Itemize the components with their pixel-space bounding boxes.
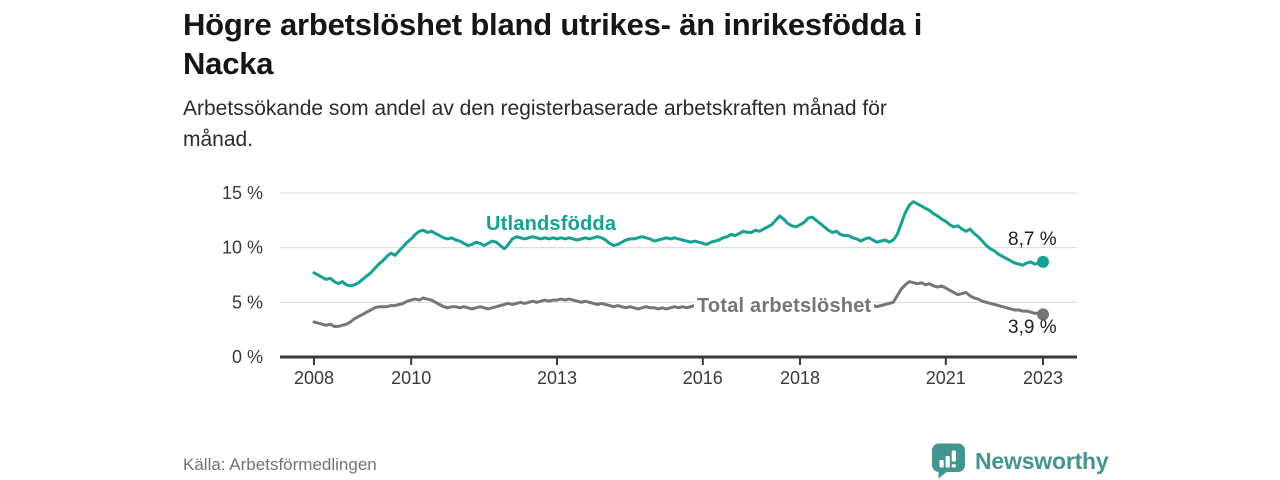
x-tick-label: 2010 xyxy=(391,368,431,388)
newsworthy-icon xyxy=(932,443,965,479)
y-tick-label: 10 % xyxy=(222,238,263,258)
x-tick-label: 2008 xyxy=(294,368,334,388)
page-title-line1: Högre arbetslöshet bland utrikes- än inr… xyxy=(183,7,923,42)
newsworthy-wordmark: Newsworthy xyxy=(975,447,1109,474)
source-text: Källa: Arbetsförmedlingen xyxy=(183,455,377,474)
series-line-utlandsf-dda xyxy=(312,200,1045,288)
page-subtitle-line1: Arbetssökande som andel av den registerb… xyxy=(183,97,887,120)
series-line-total-arbetsl-shet xyxy=(312,280,1045,328)
series-end-dot xyxy=(1037,255,1049,268)
x-tick-label: 2018 xyxy=(780,368,820,388)
end-value-label-utlandsfodda: 8,7 % xyxy=(1008,229,1057,250)
y-tick-label: 5 % xyxy=(232,292,263,312)
x-tick-label: 2023 xyxy=(1023,368,1063,388)
page-title-line2: Nacka xyxy=(183,46,274,81)
series-label-utlandsfodda: Utlandsfödda xyxy=(486,213,617,235)
y-tick-label: 15 % xyxy=(222,183,263,203)
end-value-label-total: 3,9 % xyxy=(1008,317,1057,338)
newsworthy-logo: Newsworthy xyxy=(931,443,1109,479)
page-subtitle-line2: månad. xyxy=(183,128,254,151)
x-tick-label: 2013 xyxy=(537,368,577,388)
x-tick-label: 2021 xyxy=(926,368,966,388)
x-tick-label: 2016 xyxy=(683,368,723,388)
page-subtitle: Arbetssökande som andel av den registerb… xyxy=(183,93,1083,155)
series-end-dot xyxy=(1037,308,1049,321)
page-title: Högre arbetslöshet bland utrikes- än inr… xyxy=(183,5,1143,83)
y-tick-label: 0 % xyxy=(232,347,263,367)
series-label-total-arbetsloshet: Total arbetslöshet xyxy=(694,293,875,319)
